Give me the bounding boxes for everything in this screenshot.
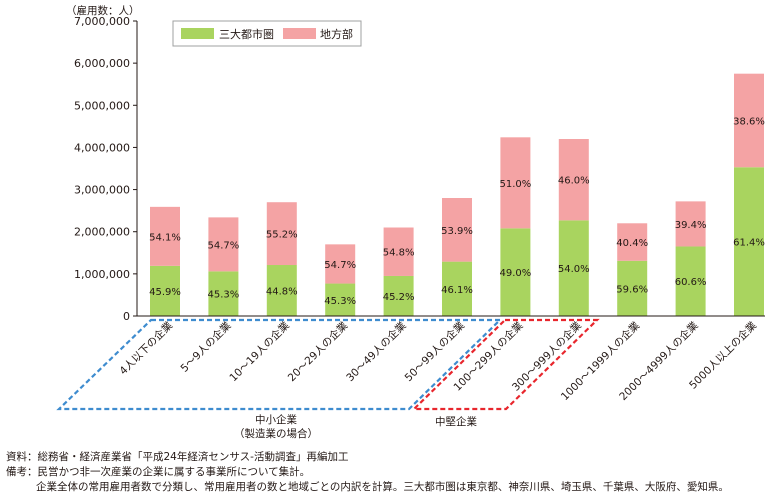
x-category-label: 50～99人の企業 bbox=[402, 319, 468, 385]
data-label: 61.4% bbox=[733, 238, 765, 249]
y-tick-label: 3,000,000 bbox=[74, 184, 130, 197]
x-category-label: 20～29人の企業 bbox=[285, 319, 351, 385]
group-label: 中堅企業 bbox=[435, 415, 477, 428]
legend-label: 三大都市圏 bbox=[219, 27, 274, 41]
source-note: 資料：総務省・経済産業省「平成24年経済センサス‐活動調査」再編加工 bbox=[6, 451, 349, 463]
data-label: 45.3% bbox=[208, 290, 240, 301]
data-label: 55.2% bbox=[266, 230, 298, 241]
bar-segment-sandai bbox=[442, 261, 472, 316]
bar-segment-chihou bbox=[617, 223, 648, 261]
data-label: 53.9% bbox=[441, 226, 473, 237]
group-label: 中小企業 bbox=[255, 413, 297, 426]
y-tick-label: 5,000,000 bbox=[74, 99, 130, 112]
legend-label: 地方部 bbox=[320, 27, 353, 41]
data-label: 51.0% bbox=[500, 179, 532, 190]
group-outline-small-medium bbox=[56, 318, 503, 411]
y-tick-label: 1,000,000 bbox=[74, 268, 130, 281]
bar-segment-chihou bbox=[500, 137, 531, 229]
bar-segment-sandai bbox=[617, 260, 648, 316]
bar-segment-sandai bbox=[325, 283, 356, 316]
bar-segment-chihou bbox=[734, 73, 764, 168]
data-label: 40.4% bbox=[616, 238, 648, 249]
group-outline-mid-sized bbox=[411, 318, 600, 411]
data-label: 44.8% bbox=[266, 287, 298, 298]
data-label: 39.4% bbox=[675, 220, 707, 231]
y-tick-label: 7,000,000 bbox=[74, 15, 130, 28]
data-label: 38.6% bbox=[733, 116, 765, 127]
bar-segment-chihou bbox=[325, 244, 356, 284]
data-label: 45.3% bbox=[324, 296, 356, 307]
x-category-label: 4人以下の企業 bbox=[117, 319, 176, 378]
bar-segment-chihou bbox=[150, 206, 180, 266]
legend-swatch bbox=[283, 28, 316, 39]
bar-segment-sandai bbox=[208, 271, 239, 316]
bar-segment-sandai bbox=[675, 246, 706, 316]
y-tick-label: 6,000,000 bbox=[74, 57, 130, 70]
stacked-bar-chart: （雇用数：人） 0 1,000,000 2,000,000 3,000,000 4,000… bbox=[56, 4, 765, 440]
remarks-note-detail: 企業全体の常用雇用者数で分類し、常用雇用者の数と地域ごとの内訳を計算。三大都市圏… bbox=[36, 481, 729, 493]
data-label: 46.1% bbox=[441, 285, 473, 296]
bar-segment-chihou bbox=[383, 227, 414, 276]
bar-segment-chihou bbox=[442, 198, 472, 262]
data-label: 60.6% bbox=[675, 277, 707, 288]
data-label: 54.0% bbox=[558, 264, 590, 275]
bar-segment-sandai bbox=[383, 275, 414, 316]
data-label: 54.1% bbox=[149, 232, 181, 243]
y-tick-label: 0 bbox=[123, 310, 130, 323]
data-label: 54.7% bbox=[324, 260, 356, 271]
data-label: 45.2% bbox=[383, 292, 415, 303]
bar-segment-chihou bbox=[675, 201, 706, 247]
bar-segment-sandai bbox=[500, 228, 531, 316]
y-tick-label: 4,000,000 bbox=[74, 141, 130, 154]
data-label: 46.0% bbox=[558, 176, 590, 187]
data-label: 54.8% bbox=[383, 248, 415, 259]
remarks-note: 備考：民営かつ非一次産業の企業に属する事業所について集計。 bbox=[6, 466, 311, 478]
x-category-label: 5～9人の企業 bbox=[178, 319, 234, 375]
bar-segment-sandai bbox=[266, 265, 297, 316]
y-tick-label: 2,000,000 bbox=[74, 226, 130, 239]
bar-segment-chihou bbox=[558, 139, 589, 221]
data-label: 49.0% bbox=[500, 268, 532, 279]
x-category-label: 30～49人の企業 bbox=[344, 319, 410, 385]
bar-segment-chihou bbox=[208, 217, 239, 272]
data-label: 59.6% bbox=[616, 284, 648, 295]
bar-segment-sandai bbox=[558, 220, 589, 316]
group-label-sub: （製造業の場合） bbox=[234, 427, 318, 440]
data-label: 45.9% bbox=[149, 287, 181, 298]
legend-swatch bbox=[181, 28, 214, 39]
notes: 資料：総務省・経済産業省「平成24年経済センサス‐活動調査」再編加工 備考：民営… bbox=[6, 450, 729, 495]
bar-segment-sandai bbox=[734, 167, 764, 316]
bar-segment-chihou bbox=[266, 202, 297, 266]
x-category-label: 10～19人の企業 bbox=[227, 319, 293, 385]
bar-segment-sandai bbox=[150, 265, 180, 316]
data-label: 54.7% bbox=[208, 240, 240, 251]
y-axis-unit-label: （雇用数：人） bbox=[66, 4, 140, 17]
